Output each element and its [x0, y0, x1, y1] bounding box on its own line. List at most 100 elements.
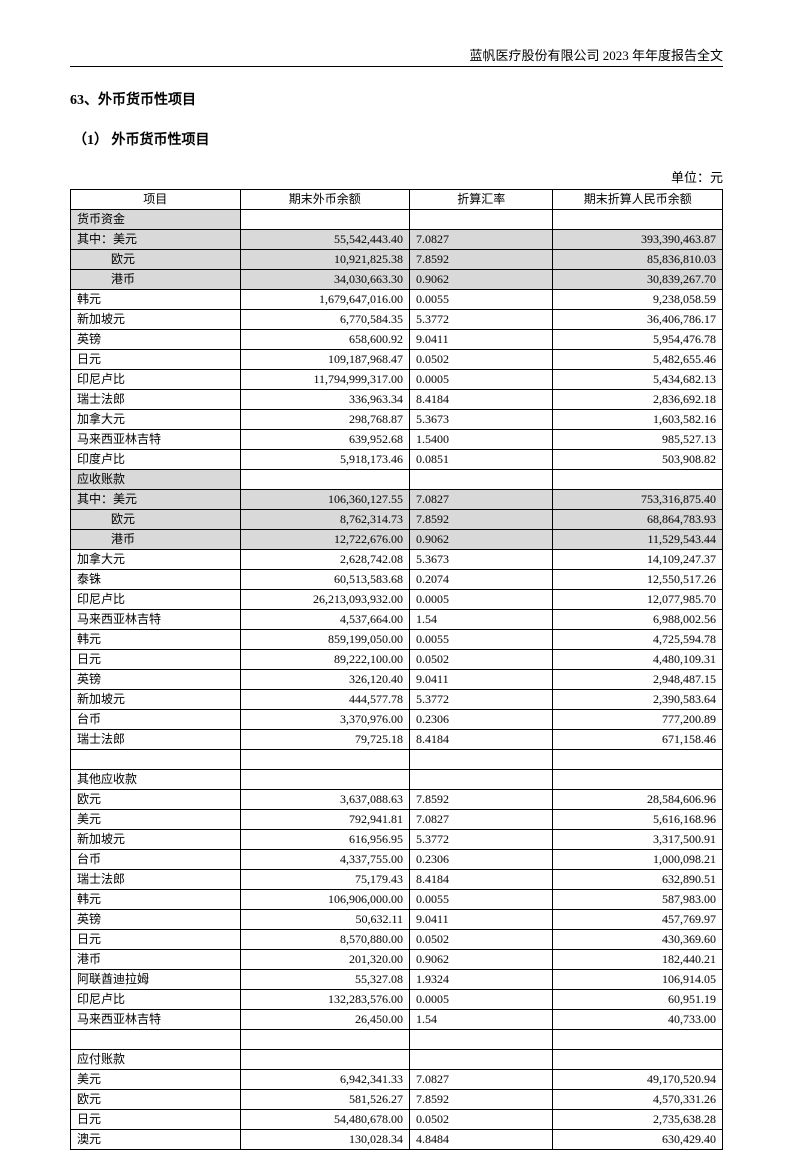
table-row: 印尼卢比11,794,999,317.000.00055,434,682.13: [71, 370, 723, 390]
table-cell: 日元: [71, 930, 241, 950]
table-cell: 5.3772: [410, 310, 553, 330]
table-cell: 应付账款: [71, 1050, 241, 1070]
table-cell: 85,836,810.03: [553, 250, 723, 270]
table-cell: 0.2306: [410, 850, 553, 870]
table-cell: [240, 770, 410, 790]
table-cell: 7.0827: [410, 1070, 553, 1090]
table-cell: 2,390,583.64: [553, 690, 723, 710]
table-cell: 457,769.97: [553, 910, 723, 930]
table-cell: 55,542,443.40: [240, 230, 410, 250]
table-cell: 0.2074: [410, 570, 553, 590]
table-cell: 1.54: [410, 610, 553, 630]
table-cell: 日元: [71, 650, 241, 670]
table-row: 韩元859,199,050.000.00554,725,594.78: [71, 630, 723, 650]
table-cell: 5.3772: [410, 690, 553, 710]
table-row: 马来西亚林吉特639,952.681.5400985,527.13: [71, 430, 723, 450]
table-cell: 298,768.87: [240, 410, 410, 430]
table-row: 港币12,722,676.000.906211,529,543.44: [71, 530, 723, 550]
table-cell: 5,954,476.78: [553, 330, 723, 350]
table-cell: 792,941.81: [240, 810, 410, 830]
table-cell: 5.3673: [410, 410, 553, 430]
table-cell: 0.2306: [410, 710, 553, 730]
table-cell: 89,222,100.00: [240, 650, 410, 670]
table-row: 阿联酋迪拉姆55,327.081.9324106,914.05: [71, 970, 723, 990]
table-cell: 马来西亚林吉特: [71, 430, 241, 450]
table-row: 台币4,337,755.000.23061,000,098.21: [71, 850, 723, 870]
table-row: 新加坡元616,956.955.37723,317,500.91: [71, 830, 723, 850]
table-cell: [553, 210, 723, 230]
col-rmb-balance: 期末折算人民币余额: [553, 190, 723, 210]
table-cell: 616,956.95: [240, 830, 410, 850]
table-cell: 韩元: [71, 890, 241, 910]
table-cell: 50,632.11: [240, 910, 410, 930]
table-cell: 7.8592: [410, 1090, 553, 1110]
table-cell: 49,170,520.94: [553, 1070, 723, 1090]
table-cell: 0.0502: [410, 350, 553, 370]
table-cell: [553, 750, 723, 770]
table-cell: 9.0411: [410, 910, 553, 930]
table-cell: 336,963.34: [240, 390, 410, 410]
table-cell: [553, 770, 723, 790]
table-cell: 777,200.89: [553, 710, 723, 730]
table-cell: 台币: [71, 710, 241, 730]
table-cell: 0.0055: [410, 290, 553, 310]
table-cell: 9.0411: [410, 670, 553, 690]
table-cell: 2,836,692.18: [553, 390, 723, 410]
table-row: 印尼卢比26,213,093,932.000.000512,077,985.70: [71, 590, 723, 610]
table-row: 日元109,187,968.470.05025,482,655.46: [71, 350, 723, 370]
table-cell: [410, 1030, 553, 1050]
table-cell: 瑞士法郎: [71, 730, 241, 750]
table-cell: 加拿大元: [71, 550, 241, 570]
table-cell: 12,550,517.26: [553, 570, 723, 590]
table-row: 英镑658,600.929.04115,954,476.78: [71, 330, 723, 350]
table-cell: 港币: [71, 530, 241, 550]
table-cell: 6,770,584.35: [240, 310, 410, 330]
table-cell: 2,628,742.08: [240, 550, 410, 570]
table-cell: 印度卢比: [71, 450, 241, 470]
table-cell: 其中：美元: [71, 230, 241, 250]
table-cell: 326,120.40: [240, 670, 410, 690]
table-cell: [410, 470, 553, 490]
table-cell: 3,637,088.63: [240, 790, 410, 810]
table-cell: 60,513,583.68: [240, 570, 410, 590]
table-row: 新加坡元444,577.785.37722,390,583.64: [71, 690, 723, 710]
table-row: 港币34,030,663.300.906230,839,267.70: [71, 270, 723, 290]
unit-label: 单位：元: [70, 167, 723, 186]
table-row: 美元792,941.817.08275,616,168.96: [71, 810, 723, 830]
table-cell: 10,921,825.38: [240, 250, 410, 270]
table-cell: 8.4184: [410, 390, 553, 410]
table-row: 瑞士法郎79,725.188.4184671,158.46: [71, 730, 723, 750]
table-row: [71, 1030, 723, 1050]
table-cell: 0.0055: [410, 630, 553, 650]
table-cell: [410, 750, 553, 770]
table-cell: 瑞士法郎: [71, 390, 241, 410]
table-cell: 68,864,783.93: [553, 510, 723, 530]
page-header: 蓝帆医疗股份有限公司 2023 年年度报告全文: [70, 45, 723, 64]
table-row: 英镑326,120.409.04112,948,487.15: [71, 670, 723, 690]
table-row: 应收账款: [71, 470, 723, 490]
table-cell: 182,440.21: [553, 950, 723, 970]
table-row: 新加坡元6,770,584.355.377236,406,786.17: [71, 310, 723, 330]
table-cell: 加拿大元: [71, 410, 241, 430]
table-cell: 106,906,000.00: [240, 890, 410, 910]
table-cell: [553, 1050, 723, 1070]
table-cell: 639,952.68: [240, 430, 410, 450]
table-cell: 0.0502: [410, 1110, 553, 1130]
table-cell: 1,000,098.21: [553, 850, 723, 870]
table-cell: [553, 470, 723, 490]
table-row: 瑞士法郎75,179.438.4184632,890.51: [71, 870, 723, 890]
table-cell: 美元: [71, 1070, 241, 1090]
table-cell: 0.0005: [410, 990, 553, 1010]
table-cell: 7.8592: [410, 250, 553, 270]
table-cell: [71, 750, 241, 770]
table-cell: 79,725.18: [240, 730, 410, 750]
table-cell: 3,317,500.91: [553, 830, 723, 850]
col-rate: 折算汇率: [410, 190, 553, 210]
col-item: 项目: [71, 190, 241, 210]
table-cell: 6,942,341.33: [240, 1070, 410, 1090]
table-cell: 9,238,058.59: [553, 290, 723, 310]
table-row: 日元89,222,100.000.05024,480,109.31: [71, 650, 723, 670]
table-cell: [240, 210, 410, 230]
table-body: 货币资金 其中：美元55,542,443.407.0827393,390,463…: [71, 210, 723, 1150]
col-foreign-balance: 期末外币余额: [240, 190, 410, 210]
